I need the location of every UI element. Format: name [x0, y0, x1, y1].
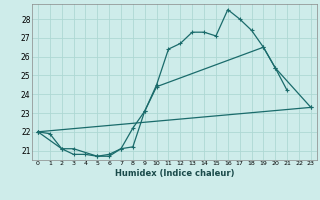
X-axis label: Humidex (Indice chaleur): Humidex (Indice chaleur): [115, 169, 234, 178]
